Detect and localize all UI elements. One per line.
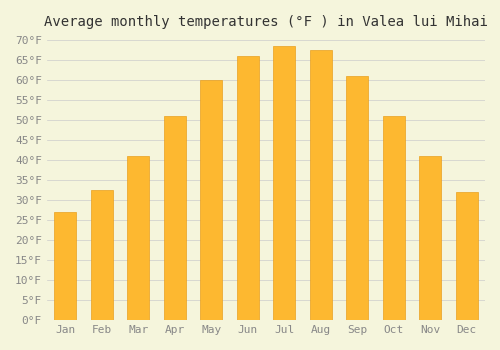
Bar <box>456 192 477 320</box>
Bar <box>346 76 368 320</box>
Bar <box>164 116 186 320</box>
Bar <box>236 56 258 320</box>
Bar <box>310 50 332 320</box>
Bar <box>127 156 149 320</box>
Bar <box>383 116 404 320</box>
Bar <box>273 46 295 320</box>
Bar <box>90 190 112 320</box>
Bar <box>54 212 76 320</box>
Bar <box>200 80 222 320</box>
Bar <box>420 156 441 320</box>
Title: Average monthly temperatures (°F ) in Valea lui Mihai: Average monthly temperatures (°F ) in Va… <box>44 15 488 29</box>
